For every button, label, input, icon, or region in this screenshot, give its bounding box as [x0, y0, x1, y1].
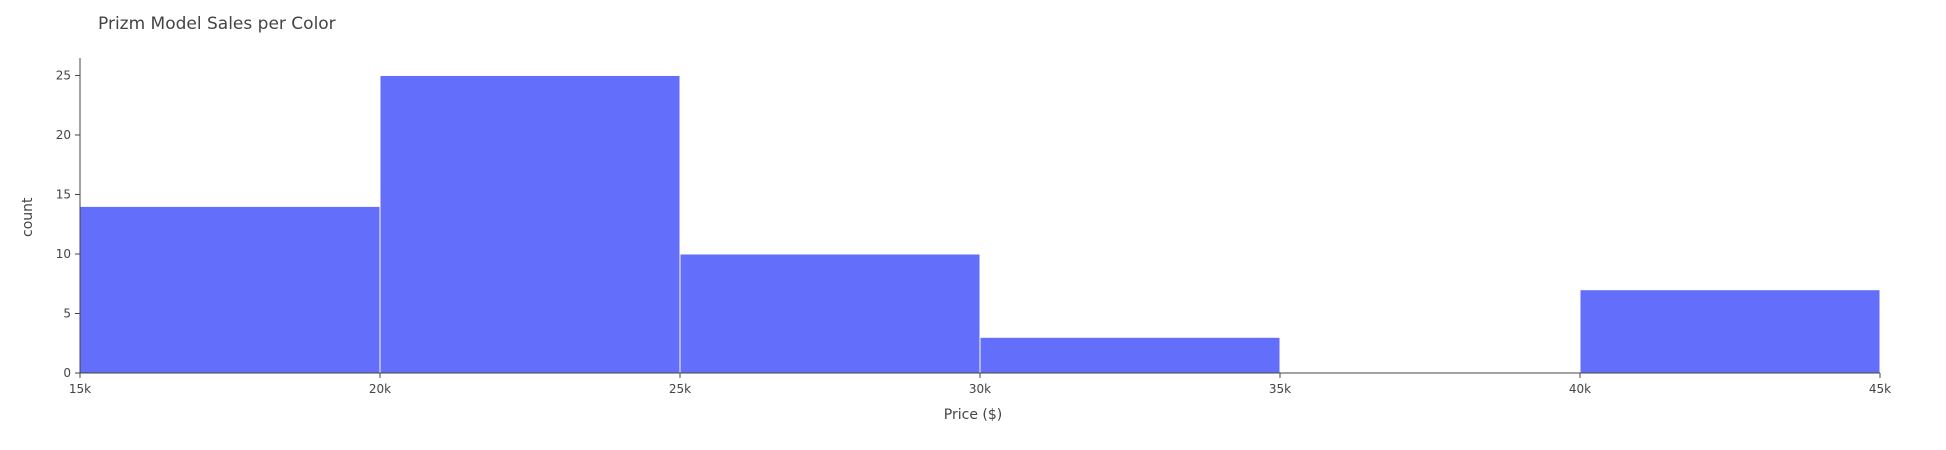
x-tick-label: 25k — [669, 382, 691, 396]
y-tick-label: 15 — [56, 187, 71, 201]
y-tick-label: 20 — [56, 128, 71, 142]
y-tick-label: 5 — [63, 306, 71, 320]
chart-title: Prizm Model Sales per Color — [98, 14, 336, 34]
y-axis-title: count — [20, 197, 36, 238]
y-tick-label: 0 — [63, 366, 71, 380]
x-tick-label: 30k — [969, 382, 991, 396]
y-axis: 0 5 10 15 20 25 — [56, 58, 81, 380]
y-tick-label: 25 — [56, 68, 71, 82]
histogram-bar[interactable] — [79, 205, 381, 374]
x-axis: 15k 20k 25k 30k 35k 40k 45k — [69, 372, 1891, 396]
x-axis-title: Price ($) — [943, 407, 1003, 423]
x-tick-label: 35k — [1269, 382, 1291, 396]
x-tick-label: 45k — [1869, 382, 1891, 396]
histogram-bar[interactable] — [979, 336, 1281, 374]
histogram-bar[interactable] — [1579, 289, 1881, 374]
y-tick-label: 10 — [56, 247, 71, 261]
x-tick-label: 15k — [69, 382, 91, 396]
x-tick-label: 20k — [369, 382, 391, 396]
x-tick-label: 40k — [1569, 382, 1591, 396]
histogram-bars — [79, 74, 1881, 374]
histogram-bar[interactable] — [679, 253, 981, 374]
histogram-bar[interactable] — [379, 74, 681, 374]
